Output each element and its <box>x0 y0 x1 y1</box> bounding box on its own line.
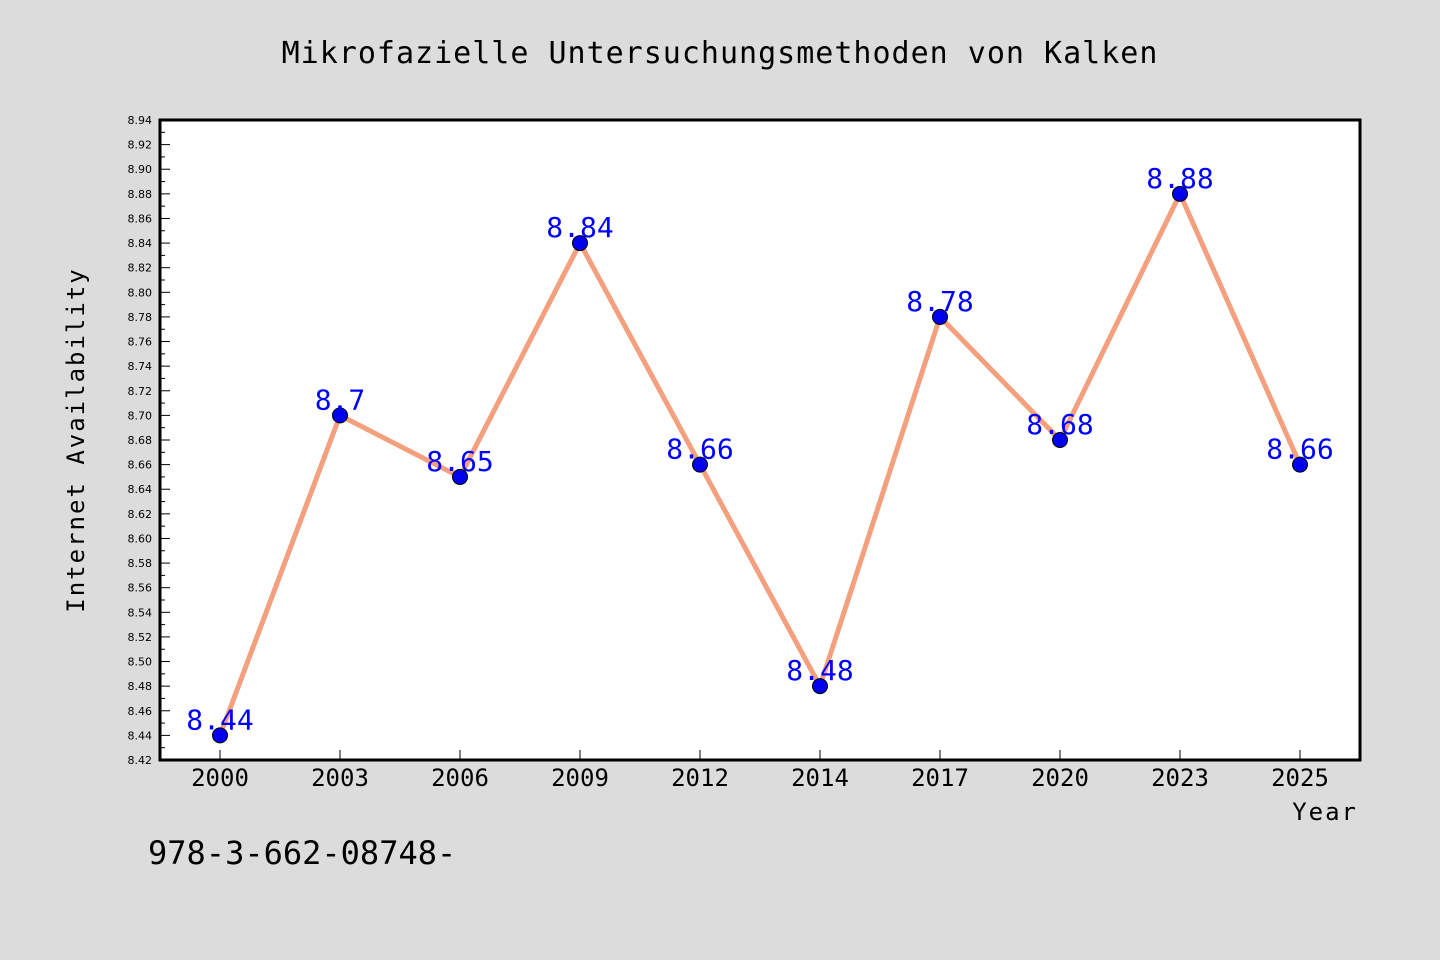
x-tick-label: 2006 <box>431 764 489 792</box>
data-label: 8.78 <box>906 285 973 318</box>
y-tick-label: 8.46 <box>128 705 153 718</box>
x-tick-label: 2003 <box>311 764 369 792</box>
y-tick-label: 8.70 <box>128 409 153 422</box>
data-label: 8.44 <box>186 703 253 736</box>
y-tick-label: 8.62 <box>128 508 153 521</box>
y-tick-label: 8.72 <box>128 385 153 398</box>
y-tick-label: 8.92 <box>128 139 153 152</box>
series-line <box>217 191 1303 738</box>
x-tick-label: 2014 <box>791 764 849 792</box>
x-tick-label: 2020 <box>1031 764 1089 792</box>
data-point <box>452 468 468 485</box>
chart-title: Mikrofazielle Untersuchungsmethoden von … <box>282 36 1159 71</box>
y-tick-label: 8.54 <box>128 606 153 619</box>
series-layer <box>212 185 1308 744</box>
y-tick-label: 8.52 <box>128 631 153 644</box>
y-tick-label: 8.82 <box>128 262 153 275</box>
y-tick-label: 8.84 <box>128 237 153 250</box>
data-point <box>1052 432 1068 448</box>
data-label: 8.48 <box>786 654 853 687</box>
y-tick-label: 8.58 <box>128 557 153 570</box>
data-label: 8.84 <box>546 211 613 244</box>
y-tick-label: 8.74 <box>128 360 153 373</box>
plot-frame <box>158 118 1362 762</box>
data-point <box>932 308 948 325</box>
x-tick-label: 2017 <box>911 764 969 792</box>
y-tick-label: 8.76 <box>128 336 153 349</box>
x-tick-label: 2000 <box>191 764 249 792</box>
data-point <box>1292 456 1308 473</box>
y-tick-label: 8.64 <box>128 483 153 496</box>
x-tick-label: 2009 <box>551 764 609 792</box>
y-tick-label: 8.68 <box>128 434 153 447</box>
plot-area <box>160 120 1360 760</box>
x-tick-label: 2023 <box>1151 764 1209 792</box>
footer-note: 978-3-662-08748- <box>148 834 456 872</box>
y-tick-label: 8.66 <box>128 459 153 472</box>
data-label: 8.88 <box>1146 162 1213 195</box>
y-tick-label: 8.90 <box>128 163 153 176</box>
y-axis-ticks: 8.42 8.44 8.46 8.48 8.50 8.52 8.54 8.56 8.58 8.60… <box>128 114 170 767</box>
data-point <box>572 235 588 252</box>
y-tick-label: 8.56 <box>128 582 153 595</box>
x-axis-ticks: 2000 2003 2006 2009 2012 2014 2017 2020 2023 2025 <box>191 750 1329 792</box>
data-point <box>212 727 228 744</box>
x-axis-label: Year <box>1292 798 1358 826</box>
data-label: 8.66 <box>1266 433 1333 466</box>
x-tick-label: 2025 <box>1271 764 1329 792</box>
x-tick-label: 2012 <box>671 764 729 792</box>
data-label: 8.7 <box>315 383 366 416</box>
y-tick-label: 8.86 <box>128 212 153 225</box>
data-label: 8.65 <box>426 445 493 478</box>
data-labels: 8.44 8.7 8.65 8.84 8.66 8.48 8.78 8.68 8.88 8.66 <box>186 162 1333 737</box>
y-tick-label: 8.94 <box>128 114 153 127</box>
y-tick-label: 8.48 <box>128 680 153 693</box>
y-tick-label: 8.60 <box>128 532 153 545</box>
data-point <box>1172 185 1188 202</box>
data-label: 8.66 <box>666 433 733 466</box>
y-tick-label: 8.78 <box>128 311 153 324</box>
y-tick-label: 8.44 <box>128 729 153 742</box>
data-point <box>332 407 348 424</box>
y-tick-label: 8.50 <box>128 656 153 669</box>
data-point <box>812 678 828 695</box>
y-tick-label: 8.88 <box>128 188 153 201</box>
data-label: 8.68 <box>1026 408 1093 441</box>
data-point <box>692 456 708 473</box>
y-tick-label: 8.42 <box>128 754 153 767</box>
y-tick-label: 8.80 <box>128 286 153 299</box>
y-axis-label: Internet Availability <box>62 267 90 612</box>
